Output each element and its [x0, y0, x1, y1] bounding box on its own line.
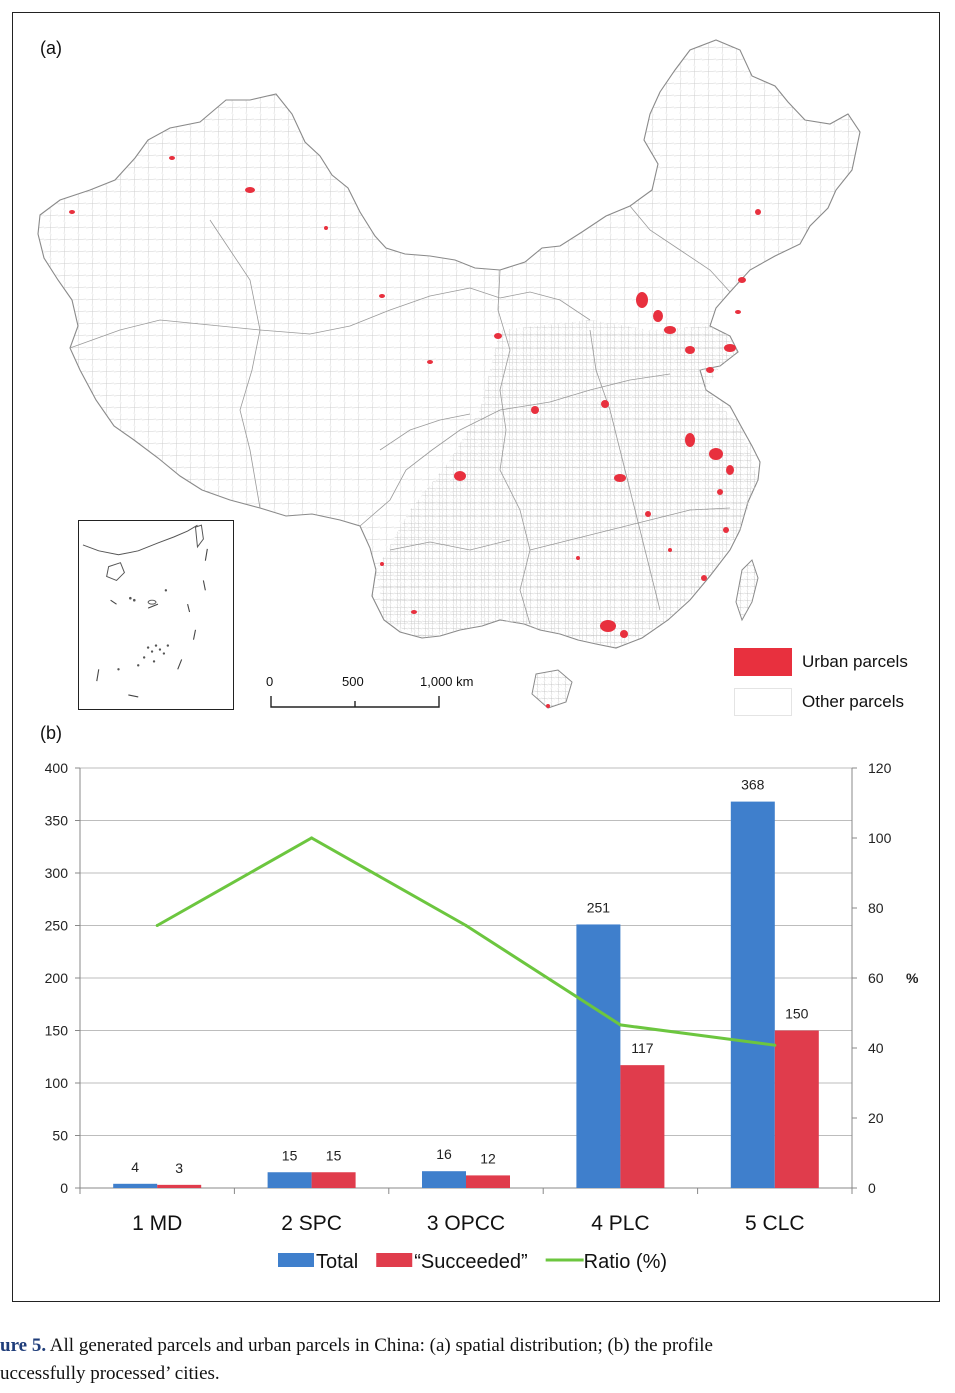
legend-label-urban: Urban parcels — [802, 652, 908, 671]
y-left-tick-label: 50 — [52, 1128, 68, 1144]
bar-value-label: 15 — [326, 1147, 342, 1163]
parcels-bar-chart: 0 50 100 150 200 250 300 350 400 0 20 40 60 80 100 120%… — [45, 760, 919, 1273]
y-right-tick-label: 0 — [868, 1180, 876, 1196]
y-left-tick-label: 200 — [45, 970, 69, 986]
bar-value-label: 150 — [785, 1006, 809, 1022]
chart-legend-label: Total — [316, 1251, 358, 1273]
y-left-tick-label: 350 — [45, 813, 69, 829]
bar-value-label: 16 — [436, 1146, 452, 1162]
caption-line-2: uccessfully processed’ cities. — [0, 1363, 220, 1384]
chart-legend-label: Ratio (%) — [584, 1251, 667, 1273]
bar-value-label: 368 — [741, 777, 765, 793]
bar-succeeded — [620, 1065, 665, 1188]
bar-succeeded — [311, 1172, 356, 1188]
bar-total — [113, 1183, 158, 1188]
y-right-tick-label: 120 — [868, 760, 892, 776]
y-right-tick-label: 20 — [868, 1110, 884, 1126]
bar-total — [576, 924, 621, 1188]
y-right-tick-label: 80 — [868, 900, 884, 916]
scale-bar-line — [270, 696, 440, 708]
y-right-tick-label: 100 — [868, 830, 892, 846]
ratio-point — [618, 1023, 622, 1027]
y-left-tick-label: 250 — [45, 918, 69, 934]
chart-legend-label: “Succeeded” — [414, 1251, 527, 1273]
south-china-sea-inset — [78, 520, 234, 710]
y-right-tick-label: 40 — [868, 1040, 884, 1056]
ratio-point — [155, 924, 159, 927]
taiwan-outline — [735, 559, 759, 622]
x-category-label: 4 PLC — [591, 1212, 649, 1235]
x-category-label: 1 MD — [132, 1212, 182, 1235]
bar-succeeded — [774, 1030, 819, 1188]
panel-b-label: (b) — [40, 723, 62, 743]
legend-label-other: Other parcels — [802, 692, 905, 711]
ratio-point — [464, 924, 468, 927]
bar-value-label: 15 — [282, 1147, 298, 1163]
figure-caption: ure 5. All generated parcels and urban p… — [0, 1332, 955, 1388]
bar-value-label: 117 — [631, 1040, 654, 1056]
china-parcel-map — [37, 39, 861, 709]
y-right-tick-label: 60 — [868, 970, 884, 986]
panel-a-label: (a) — [40, 38, 62, 58]
y-left-tick-label: 300 — [45, 865, 69, 881]
bar-value-label: 3 — [175, 1160, 183, 1176]
bar-total — [422, 1171, 466, 1188]
y-left-tick-label: 100 — [45, 1075, 69, 1091]
map-legend: Urban parcels Other parcels — [734, 646, 934, 718]
bar-succeeded — [157, 1184, 202, 1188]
legend-swatch-other — [734, 688, 792, 716]
bar-value-label: 12 — [480, 1150, 496, 1166]
bar-total — [267, 1172, 312, 1188]
caption-figure-number: ure 5. — [0, 1335, 47, 1356]
bar-value-label: 4 — [131, 1159, 139, 1175]
chart-legend-swatch — [376, 1253, 413, 1267]
map-scale-bar: 0 500 1,000 km — [262, 672, 473, 714]
ratio-line — [156, 836, 775, 1047]
bar-succeeded — [466, 1175, 510, 1188]
urban-parcel-clusters — [69, 156, 761, 708]
chart-legend-swatch — [278, 1253, 314, 1267]
x-category-label: 2 SPC — [281, 1212, 342, 1235]
bar-total — [730, 801, 775, 1188]
x-category-label: 3 OPCC — [427, 1212, 505, 1235]
y-left-tick-label: 150 — [45, 1023, 69, 1039]
y-left-tick-label: 0 — [60, 1180, 68, 1196]
scale-label-1000: 1,000 km — [420, 674, 474, 689]
x-category-label: 5 CLC — [745, 1212, 805, 1235]
y-left-tick-label: 400 — [45, 760, 69, 776]
bar-value-label: 251 — [587, 899, 611, 915]
scale-label-500: 500 — [342, 674, 364, 689]
ratio-point — [773, 1043, 777, 1047]
caption-text-line-1: All generated parcels and urban parcels … — [49, 1335, 713, 1356]
ratio-point — [310, 836, 314, 840]
scale-label-0: 0 — [266, 674, 274, 689]
hainan-outline — [531, 669, 573, 709]
caption-line-1: ure 5. All generated parcels and urban p… — [0, 1332, 955, 1360]
legend-swatch-urban — [734, 648, 792, 676]
y-right-axis-label: % — [906, 970, 919, 986]
